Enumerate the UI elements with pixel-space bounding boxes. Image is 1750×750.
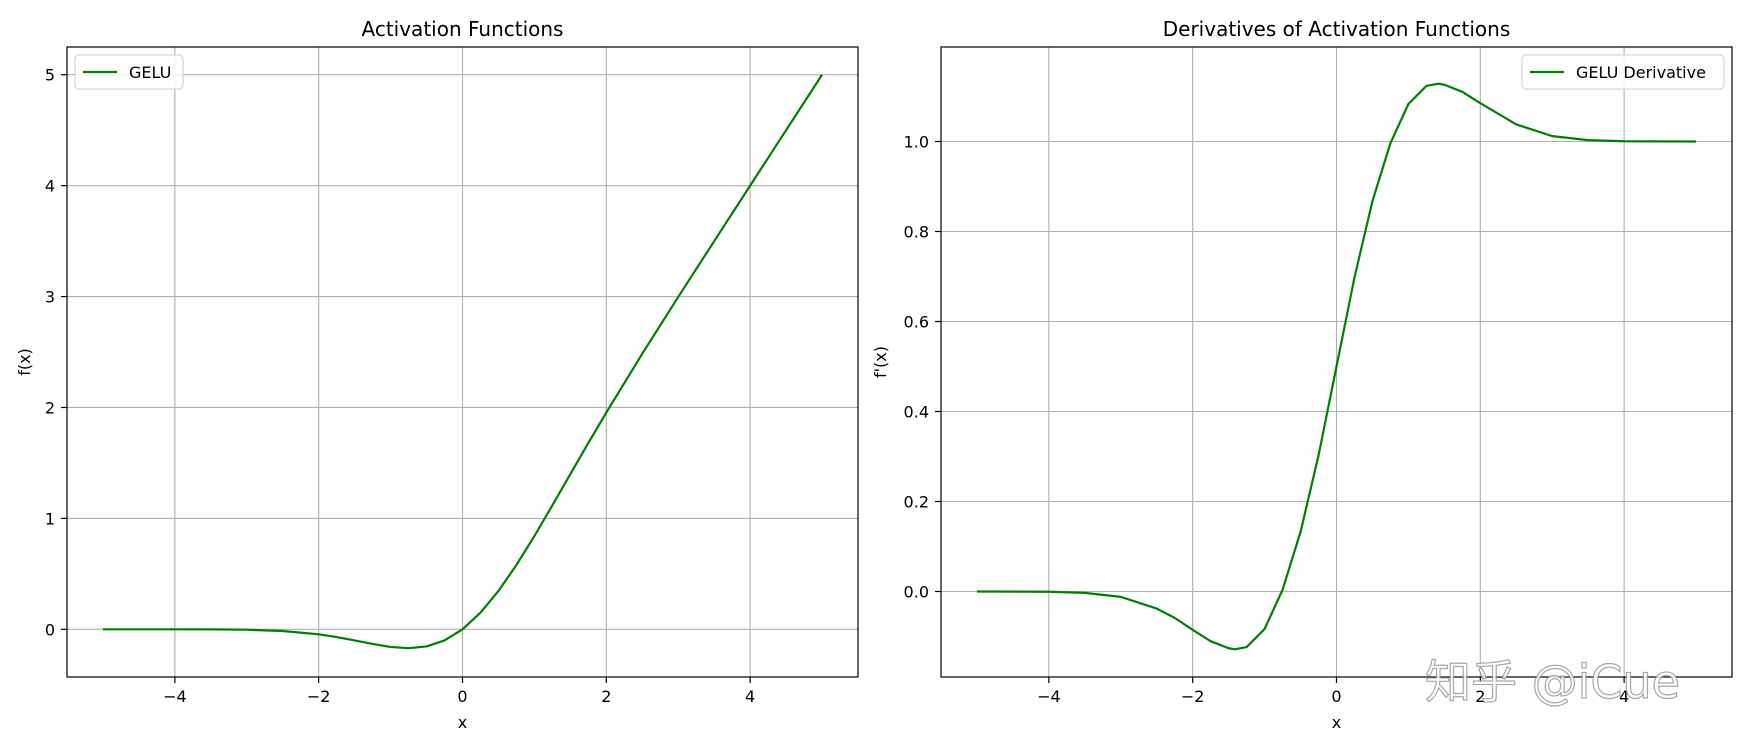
legend: GELU: [74, 54, 184, 90]
legend-box: [1521, 54, 1725, 90]
x-tick-label: −2: [307, 687, 331, 706]
y-tick-label: 2: [45, 398, 55, 417]
y-tick-label: 1.0: [904, 133, 929, 152]
x-tick-label: −4: [163, 687, 187, 706]
y-tick-label: 0.4: [904, 403, 929, 422]
y-tick-label: 0.8: [904, 223, 929, 242]
y-tick-label: 3: [45, 288, 55, 307]
x-axis-label: x: [1332, 713, 1341, 732]
chart-title: Activation Functions: [362, 17, 564, 41]
y-tick-label: 0.2: [904, 493, 929, 512]
legend: GELU Derivative: [1521, 54, 1725, 90]
chart-title: Derivatives of Activation Functions: [1163, 17, 1511, 41]
y-tick-label: 0.0: [904, 583, 929, 602]
x-axis-label: x: [458, 713, 467, 732]
x-tick-label: 4: [1619, 687, 1629, 706]
legend-label: GELU: [129, 63, 171, 82]
y-axis-label: f'(x): [871, 346, 890, 378]
x-tick-label: 0: [457, 687, 467, 706]
chart-activation-functions: −4 −2 0 2 4 0 1 2 3 4 5 Activation Functions x f(x) GE…: [15, 17, 859, 732]
x-tick-label: 2: [601, 687, 611, 706]
x-tick-label: −4: [1037, 687, 1061, 706]
x-tick-label: 0: [1331, 687, 1341, 706]
y-tick-label: 0: [45, 620, 55, 639]
y-axis-label: f(x): [15, 348, 34, 376]
chart-activation-derivatives: −4 −2 0 2 4 0.0 0.2 0.4 0.6 0.8 1.0 Derivatives of …: [871, 17, 1733, 732]
y-tick-label: 4: [45, 177, 55, 196]
y-tick-label: 1: [45, 509, 55, 528]
legend-box: [74, 54, 184, 90]
x-tick-label: −2: [1181, 687, 1205, 706]
watermark-text: 知乎 @iCue: [1425, 655, 1680, 709]
y-tick-label: 5: [45, 66, 55, 85]
legend-label: GELU Derivative: [1576, 63, 1706, 82]
x-tick-label: 2: [1475, 687, 1485, 706]
series-line-0: [976, 82, 1697, 651]
y-tick-label: 0.6: [904, 313, 929, 332]
series-line-0: [102, 74, 823, 650]
x-tick-label: 4: [745, 687, 755, 706]
